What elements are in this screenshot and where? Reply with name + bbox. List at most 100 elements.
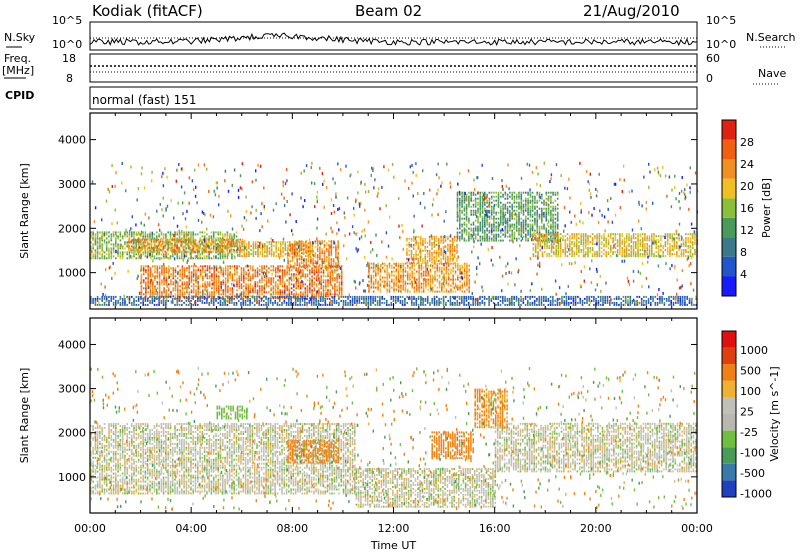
scatter-cell [330,264,333,267]
scatter-cell [628,237,630,240]
scatter-cell [155,244,157,247]
scatter-cell [319,295,322,298]
scatter-cell [428,259,431,262]
scatter-cell [92,233,94,236]
scatter-cell [336,293,338,296]
scatter-cell [497,239,500,242]
scatter-cell [420,276,423,279]
scatter-cell [428,255,431,258]
scatter-cell [243,277,245,280]
scatter-cell [306,285,309,288]
scatter-cell [96,233,99,236]
scatter-cell [509,213,511,216]
scatter-cell [689,253,692,256]
scatter-cell [435,243,438,246]
scatter-cell [165,235,167,238]
scatter-cell [204,281,206,284]
scatter-cell [272,293,275,296]
scatter-cell [580,235,582,238]
scatter-cell [162,248,164,251]
scatter-cell [323,258,326,261]
scatter-cell [252,251,255,254]
scatter-cell [228,242,230,245]
scatter-cell [300,244,303,247]
scatter-cell [493,221,495,224]
scatter-cell [224,301,226,304]
scatter-cell [388,266,391,269]
scatter-cell [529,191,532,194]
scatter-cell [132,242,135,245]
scatter-cell [226,303,229,306]
scatter-cell [557,255,560,258]
scatter-cell [425,268,427,271]
scatter-cell [534,205,536,208]
scatter-cell [406,282,409,285]
scatter-cell [213,287,215,290]
scatter-cell [96,241,99,244]
scatter-cell [316,258,319,261]
scatter-cell [605,239,607,242]
scatter-cell [108,299,110,302]
scatter-cell [589,235,592,238]
scatter-cell [269,301,272,304]
scatter-cell [110,295,113,298]
scatter-cell [160,231,163,234]
scatter-cell [103,239,106,242]
scatter-cell [295,291,297,294]
scatter-cell [145,291,147,294]
scatter-cell [228,240,230,243]
scatter-cell [212,238,214,241]
scatter-cell [468,201,470,204]
scatter-cell [307,264,310,267]
scatter-cell [240,269,243,272]
scatter-cell [276,295,279,298]
scatter-cell [413,288,416,291]
scatter-cell [92,231,94,234]
scatter-cell [315,275,318,278]
scatter-cell [156,265,159,268]
scatter-cell [224,297,226,300]
scatter-cell [416,278,418,281]
scatter-cell [447,247,449,250]
scatter-cell [456,217,459,220]
scatter-cell [330,266,333,269]
scatter-cell [164,246,166,249]
scatter-cell [338,281,341,284]
scatter-cell [468,290,470,293]
scatter-cell [108,303,110,306]
scatter-cell [525,207,527,210]
scatter-cell [277,287,279,290]
scatter-cell [666,233,669,236]
scatter-cell [224,293,227,296]
scatter-cell [277,247,280,250]
scatter-cell [192,285,195,288]
scatter-cell [502,215,504,218]
scatter-cell [614,235,617,238]
scatter-cell [169,249,172,252]
scatter-cell [110,243,113,246]
scatter-cell [554,223,557,226]
scatter-cell [379,270,382,273]
scatter-cell [101,233,103,236]
scatter-cell [234,242,237,245]
scatter-cell [553,237,555,240]
scatter-cell [408,261,410,264]
scatter-cell [646,235,648,238]
scatter-cell [210,257,213,260]
scatter-cell [680,249,683,252]
scatter-cell [167,289,170,292]
scatter-cell [228,299,231,302]
scatter-cell [149,233,151,236]
scatter-cell [140,257,142,260]
scatter-cell [158,267,161,270]
scatter-cell [465,203,468,206]
scatter-cell [493,195,495,198]
scatter-cell [126,241,128,244]
scatter-cell [509,195,511,198]
scatter-cell [180,242,182,245]
scatter-cell [208,265,211,268]
scatter-cell [470,209,472,212]
scatter-cell [550,217,552,220]
scatter-cell [456,237,459,240]
scatter-cell [181,283,184,286]
